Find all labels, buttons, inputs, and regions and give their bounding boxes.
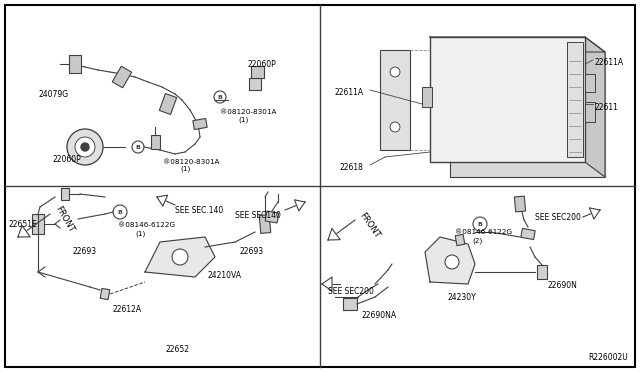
Text: 22690N: 22690N: [548, 280, 578, 289]
Bar: [455, 234, 465, 246]
Text: FRONT: FRONT: [53, 204, 75, 234]
Text: 22618: 22618: [340, 163, 364, 171]
Polygon shape: [157, 195, 168, 206]
Circle shape: [81, 143, 89, 151]
Circle shape: [113, 205, 127, 219]
Text: B: B: [118, 209, 122, 215]
Circle shape: [75, 137, 95, 157]
Polygon shape: [585, 37, 605, 177]
Bar: [112, 66, 132, 88]
Text: 22651E: 22651E: [8, 219, 36, 228]
Polygon shape: [328, 228, 340, 240]
Text: 22611A: 22611A: [595, 58, 624, 67]
Polygon shape: [589, 208, 600, 219]
Text: SEE SEC140: SEE SEC140: [235, 211, 281, 219]
Bar: [422, 87, 432, 107]
Bar: [521, 228, 535, 240]
Text: 22693: 22693: [72, 247, 96, 257]
Text: ®08120-8301A: ®08120-8301A: [163, 159, 220, 165]
Text: (1): (1): [135, 231, 145, 237]
Bar: [252, 66, 264, 78]
Text: 22060P: 22060P: [52, 154, 81, 164]
Bar: [159, 93, 177, 115]
Bar: [585, 102, 595, 122]
Text: SEE SEC200: SEE SEC200: [535, 212, 581, 221]
Text: SEE SEC200: SEE SEC200: [328, 288, 374, 296]
Circle shape: [445, 255, 459, 269]
Bar: [567, 42, 583, 157]
Circle shape: [390, 122, 400, 132]
Text: B: B: [218, 94, 223, 99]
Bar: [450, 52, 605, 177]
Text: SEE SEC.140: SEE SEC.140: [175, 205, 223, 215]
Polygon shape: [145, 237, 215, 277]
Text: 22693: 22693: [240, 247, 264, 257]
Bar: [150, 135, 159, 149]
Bar: [100, 288, 110, 299]
Bar: [265, 211, 279, 223]
Text: (2): (2): [472, 238, 483, 244]
Bar: [249, 78, 261, 90]
Bar: [32, 214, 44, 234]
Polygon shape: [430, 37, 605, 52]
Text: 24079G: 24079G: [38, 90, 68, 99]
Bar: [193, 118, 207, 129]
Bar: [537, 265, 547, 279]
Text: FRONT: FRONT: [357, 211, 381, 239]
Circle shape: [172, 249, 188, 265]
Text: 22690NA: 22690NA: [362, 311, 397, 320]
Text: (1): (1): [180, 166, 190, 172]
Text: ®08120-8301A: ®08120-8301A: [220, 109, 276, 115]
Text: 22611A: 22611A: [335, 87, 364, 96]
Polygon shape: [18, 225, 30, 237]
Bar: [69, 55, 81, 73]
Text: B: B: [136, 144, 140, 150]
Polygon shape: [425, 237, 475, 284]
Text: ®08146-6122G: ®08146-6122G: [455, 229, 512, 235]
Text: 22612A: 22612A: [112, 305, 141, 314]
Text: 24230Y: 24230Y: [448, 292, 477, 301]
Text: 22060P: 22060P: [248, 60, 276, 68]
Text: 22611: 22611: [595, 103, 619, 112]
Bar: [380, 50, 410, 150]
Bar: [259, 215, 271, 233]
Bar: [430, 37, 585, 162]
Text: (1): (1): [238, 117, 248, 123]
Circle shape: [473, 217, 487, 231]
Bar: [61, 188, 69, 200]
Text: 24210VA: 24210VA: [208, 270, 242, 279]
Circle shape: [132, 141, 144, 153]
Bar: [515, 196, 525, 212]
Polygon shape: [322, 277, 332, 291]
Circle shape: [67, 129, 103, 165]
Text: B: B: [477, 221, 483, 227]
Bar: [585, 74, 595, 92]
Circle shape: [214, 91, 226, 103]
Text: ®08146-6122G: ®08146-6122G: [118, 222, 175, 228]
Bar: [343, 298, 357, 310]
Text: R226002U: R226002U: [588, 353, 628, 362]
Polygon shape: [294, 200, 305, 211]
Circle shape: [390, 67, 400, 77]
Text: 22652: 22652: [166, 346, 190, 355]
